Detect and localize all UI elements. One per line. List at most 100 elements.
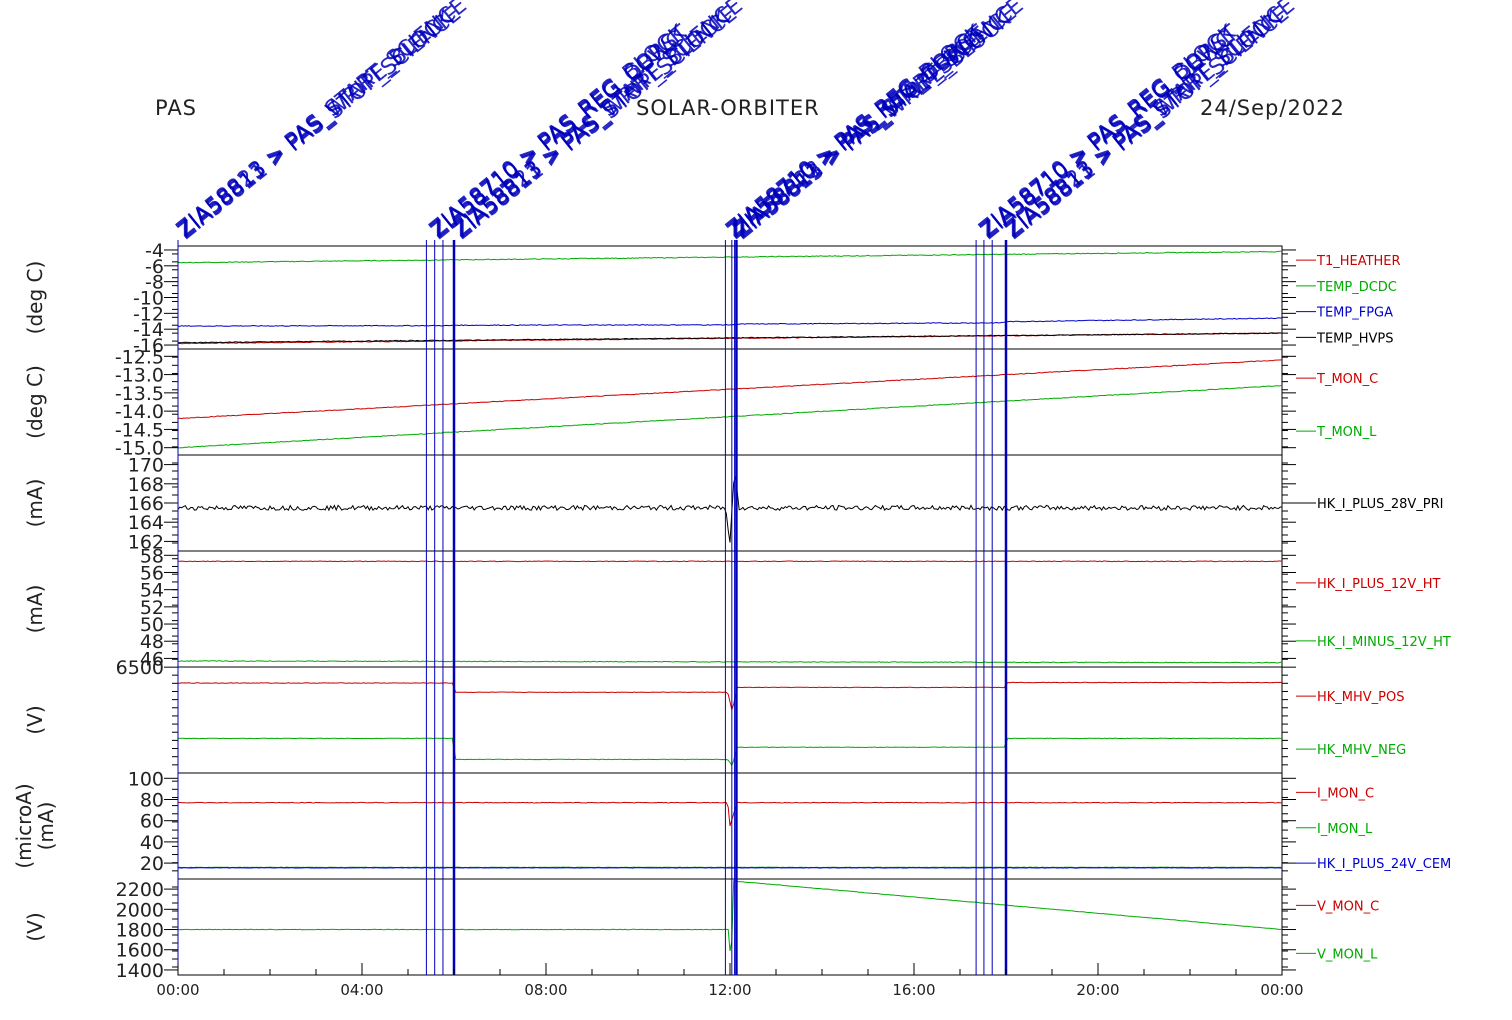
y-tick-label: -12 — [133, 303, 164, 325]
y-tick-label: 164 — [128, 512, 164, 534]
y-tick-label: -12.5 — [115, 346, 164, 368]
date-title: 24/Sep/2022 — [1200, 96, 1345, 120]
y-tick-label: 1600 — [116, 940, 164, 962]
legend-label: HK_I_PLUS_24V_CEM — [1317, 857, 1451, 872]
x-tick-label: 20:00 — [1076, 981, 1119, 999]
y-tick-label: 40 — [140, 832, 164, 854]
x-tick-label: 00:00 — [1260, 981, 1303, 999]
y-tick-label: 166 — [128, 493, 164, 515]
y-tick-label: 1400 — [116, 960, 164, 982]
series-line — [177, 880, 1283, 951]
y-tick-label: -13.5 — [115, 383, 164, 405]
series-line — [177, 737, 1283, 767]
legend-label: HK_MHV_POS — [1317, 690, 1405, 705]
y-tick-label: 50 — [140, 614, 164, 636]
legend-label: T_MON_L — [1316, 425, 1377, 440]
y-tick-label: 58 — [140, 545, 164, 567]
legend-label: TEMP_DCDC — [1316, 280, 1397, 295]
y-tick-label: 80 — [140, 790, 164, 812]
series-line — [177, 476, 1283, 543]
y-tick-label: 100 — [128, 768, 164, 790]
x-tick-label: 00:00 — [156, 981, 199, 999]
y-tick-label: 1800 — [116, 920, 164, 942]
legend-label: I_MON_L — [1317, 822, 1373, 837]
y-tick-label: -8 — [145, 272, 164, 294]
command-annotation: ZIA58710 > PAS_REG_BLOCK — [722, 20, 988, 242]
y-tick-label: 52 — [140, 597, 164, 619]
series-line — [177, 332, 1283, 344]
y-tick-label: -13.0 — [115, 365, 164, 387]
command-annotation: ZIA58823 > PAS_START_SCIENCE — [172, 0, 472, 242]
y-axis-label: (deg C) — [23, 365, 47, 439]
series-line — [177, 660, 1282, 664]
command-annotation: ZIA58710 > PAS_REG_BLOCK — [425, 20, 691, 242]
panel-frame — [177, 878, 1283, 976]
legend-label: HK_I_PLUS_28V_PRI — [1317, 497, 1443, 512]
y-tick-label: -4 — [145, 240, 164, 262]
y-axis-label: (V) — [23, 912, 47, 941]
y-tick-label: 2200 — [116, 879, 164, 901]
x-tick-label: 08:00 — [524, 981, 567, 999]
y-axis-label: (microA) — [12, 783, 36, 868]
x-tick-label: 12:00 — [708, 981, 751, 999]
y-tick-label: 56 — [140, 562, 164, 584]
panel-frame — [177, 772, 1283, 880]
x-axis: 00:00 04:00 08:00 12:00 16:00 20:00 00:00 — [156, 963, 1304, 999]
y-tick-label: 162 — [128, 531, 164, 553]
y-tick-label: 20 — [140, 853, 164, 875]
x-tick-label: 04:00 — [340, 981, 383, 999]
panel-5: 6500 (V) HK_MHV_POS HK_MHV_NEG — [23, 657, 1406, 774]
instrument-title: PAS — [155, 96, 198, 120]
legend-label: TEMP_HVPS — [1316, 331, 1393, 346]
y-tick-label: 170 — [128, 455, 164, 477]
y-tick-label: 54 — [140, 580, 164, 602]
y-axis-label: (mA) — [23, 585, 47, 634]
legend-label: I_MON_C — [1317, 786, 1374, 801]
y-tick-label: -6 — [145, 256, 164, 278]
panel-frame — [177, 550, 1283, 668]
series-line — [177, 681, 1283, 712]
series-line — [177, 560, 1283, 563]
y-tick-label: 6500 — [116, 657, 164, 679]
y-axis-label: (mA) — [34, 802, 58, 851]
legend-label: T_MON_C — [1316, 372, 1378, 387]
y-tick-label: 46 — [140, 648, 164, 670]
panel-frame — [177, 245, 1283, 350]
panel-1: -4-6-8-10-12-14-16 (deg C) T1_HEATHER TEMP_… — [23, 240, 1401, 357]
panel-2: -12.5-13.0-13.5-14.0-14.5-15.0 (deg C) T_M… — [23, 346, 1378, 459]
y-tick-label: -16 — [133, 335, 164, 357]
series-line — [177, 317, 1282, 327]
y-tick-label: 2000 — [116, 899, 164, 921]
x-tick-label: 16:00 — [892, 981, 935, 999]
y-tick-label: -14.0 — [115, 401, 164, 423]
mission-title: SOLAR-ORBITER — [636, 96, 820, 120]
command-annotation: ZIA58823 > PAS_START_SCIENCE — [1000, 0, 1300, 242]
legend-label: T1_HEATHER — [1316, 254, 1401, 269]
legend-label: V_MON_L — [1317, 947, 1378, 962]
y-tick-label: 168 — [128, 474, 164, 496]
legend-label: HK_I_MINUS_12V_HT — [1317, 635, 1451, 650]
series-line — [177, 801, 1283, 827]
y-tick-label: 60 — [140, 811, 164, 833]
y-axis-label: (V) — [23, 705, 47, 734]
legend-label: HK_I_PLUS_12V_HT — [1317, 577, 1441, 592]
command-annotation: ZIA58710 > PAS_REG_BLOCK — [975, 20, 1241, 242]
legend-label: TEMP_FPGA — [1316, 306, 1393, 321]
y-tick-label: -15.0 — [115, 438, 164, 460]
y-tick-label: 48 — [140, 631, 164, 653]
y-tick-label: -14 — [133, 319, 164, 341]
series-line — [177, 384, 1283, 449]
series-line — [177, 250, 1282, 264]
series-line — [178, 359, 1283, 420]
y-axis-label: (deg C) — [23, 261, 47, 335]
y-tick-label: -10 — [133, 288, 164, 310]
panel-frame — [177, 348, 1283, 456]
legend-label: HK_MHV_NEG — [1317, 743, 1406, 758]
legend-label: V_MON_C — [1317, 899, 1379, 914]
y-axis-label: (mA) — [23, 479, 47, 528]
